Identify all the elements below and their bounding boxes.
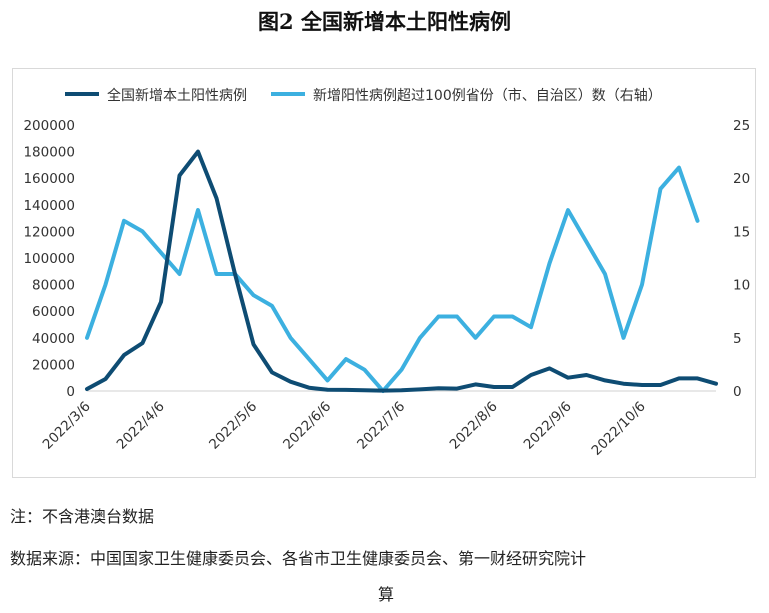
x-tick-label: 2022/3/6 — [40, 399, 94, 453]
y-left-tick-label: 120000 — [23, 224, 75, 240]
x-tick-label: 2022/6/6 — [280, 399, 334, 453]
series-lines — [85, 149, 718, 393]
footnote: 注：不含港澳台数据 — [10, 507, 155, 526]
y-left-tick-label: 60000 — [32, 304, 75, 320]
y-right-tick-label: 20 — [733, 171, 750, 187]
y-left-tick-label: 180000 — [23, 145, 75, 161]
x-tick-label: 2022/7/6 — [354, 399, 408, 453]
y-right-tick-label: 0 — [733, 384, 742, 400]
y-right-tick-label: 5 — [733, 331, 742, 347]
source-note: 数据来源：中国国家卫生健康委员会、各省市卫生健康委员会、第一财经研究院计 算 — [10, 541, 762, 613]
legend-label-series2: 新增阳性病例超过100例省份（市、自治区）数（右轴） — [313, 87, 662, 104]
y-left-tick-label: 40000 — [32, 331, 75, 347]
y-right-tick-label: 10 — [733, 278, 750, 294]
y-left-tick-label: 80000 — [32, 278, 75, 294]
y-left-tick-label: 160000 — [23, 171, 75, 187]
series-provinces-line — [85, 165, 700, 393]
y-left-tick-label: 0 — [66, 384, 75, 400]
line-chart: 全国新增本土阳性病例 新增阳性病例超过100例省份（市、自治区）数（右轴） 02… — [23, 87, 750, 459]
legend-label-series1: 全国新增本土阳性病例 — [107, 87, 247, 104]
legend: 全国新增本土阳性病例 新增阳性病例超过100例省份（市、自治区）数（右轴） — [65, 87, 662, 104]
x-tick-label: 2022/5/6 — [206, 399, 260, 453]
x-tick-label: 2022/8/6 — [447, 399, 501, 453]
y-right-tick-label: 15 — [733, 224, 750, 240]
figure-title: 图2 全国新增本土阳性病例 — [258, 9, 511, 34]
source-line-2: 算 — [377, 585, 394, 604]
y-left-tick-label: 200000 — [23, 118, 75, 134]
x-tick-label: 2022/9/6 — [521, 399, 575, 453]
x-tick-label: 2022/4/6 — [114, 399, 168, 453]
y-left-tick-label: 20000 — [32, 357, 75, 373]
y-left-tick-label: 140000 — [23, 198, 75, 214]
y-left-tick-label: 100000 — [23, 251, 75, 267]
y-right-tick-label: 25 — [733, 118, 750, 134]
source-line-1: 数据来源：中国国家卫生健康委员会、各省市卫生健康委员会、第一财经研究院计 — [10, 549, 587, 568]
x-tick-label: 2022/10/6 — [589, 399, 649, 459]
